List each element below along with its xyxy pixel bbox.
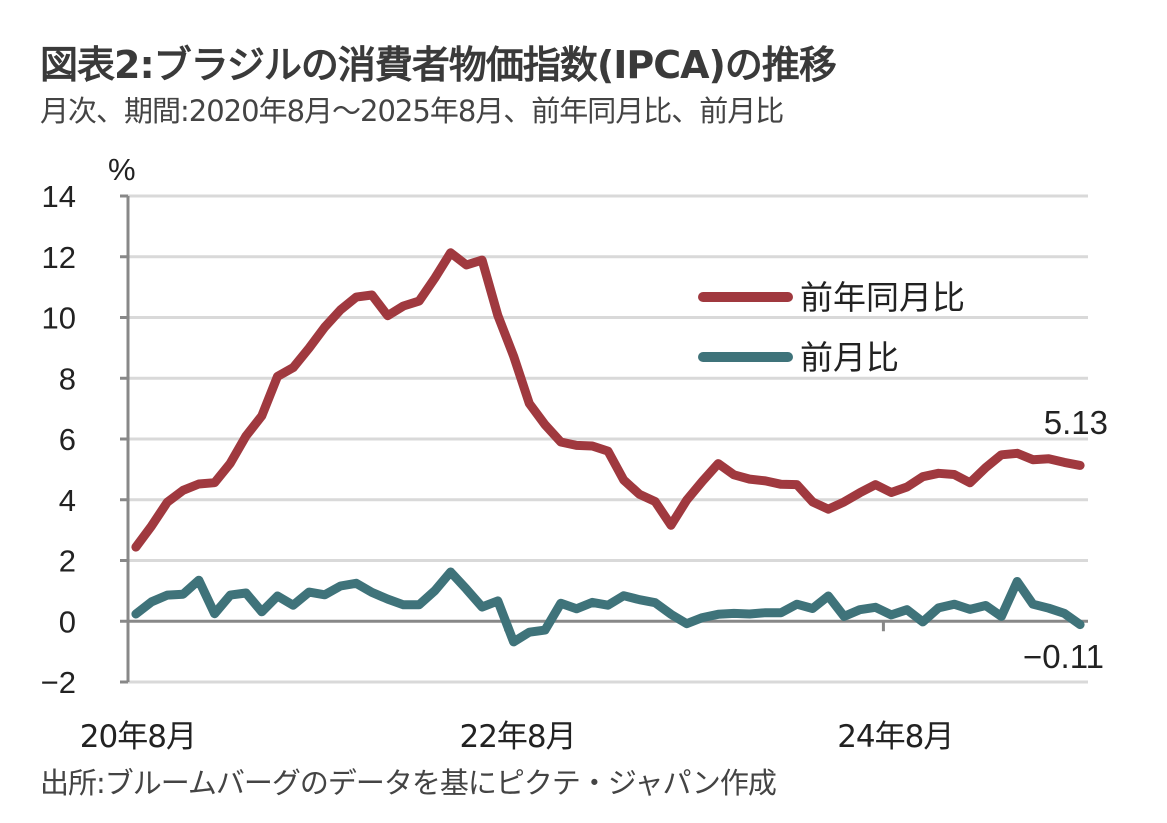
x-tick-label: 22年8月 — [459, 719, 575, 755]
y-tick-label: 14 — [42, 179, 76, 214]
data-label-mom-last: −0.11 — [1023, 638, 1104, 675]
y-tick-label: 10 — [42, 301, 76, 336]
y-tick-label: 0 — [59, 604, 76, 639]
series-line-yoy — [131, 248, 1085, 552]
y-tick-label: 2 — [59, 544, 76, 579]
y-tick-labels: −2 0 2 4 6 8 10 12 14 — [41, 179, 76, 700]
end-labels: 5.13 −0.11 — [1023, 404, 1108, 675]
chart-title: 図表2:ブラジルの消費者物価指数(IPCA)の推移 — [40, 43, 837, 87]
gridlines — [128, 194, 1088, 684]
series-lines — [131, 248, 1085, 647]
y-tick-label: 12 — [42, 240, 76, 275]
data-label-yoy-last: 5.13 — [1044, 404, 1108, 441]
y-tick-label: 6 — [59, 422, 76, 457]
y-tick-label: 4 — [59, 483, 76, 518]
source-note: 出所:ブルームバーグのデータを基にピクテ・ジャパン作成 — [40, 766, 777, 800]
x-tick-label: 20年8月 — [80, 719, 196, 755]
x-tick-labels: 20年8月 22年8月 24年8月 — [80, 719, 955, 755]
legend-label: 前年同月比 — [800, 278, 965, 317]
series-line-mom — [131, 567, 1085, 647]
y-tick-label: 8 — [59, 361, 76, 396]
y-axis-unit: % — [108, 152, 136, 187]
x-tick-label: 24年8月 — [837, 719, 953, 755]
y-tick-label: −2 — [41, 665, 76, 700]
chart-subtitle: 月次、期間:2020年8月～2025年8月、前年同月比、前月比 — [40, 94, 784, 128]
legend-label: 前月比 — [800, 338, 899, 377]
